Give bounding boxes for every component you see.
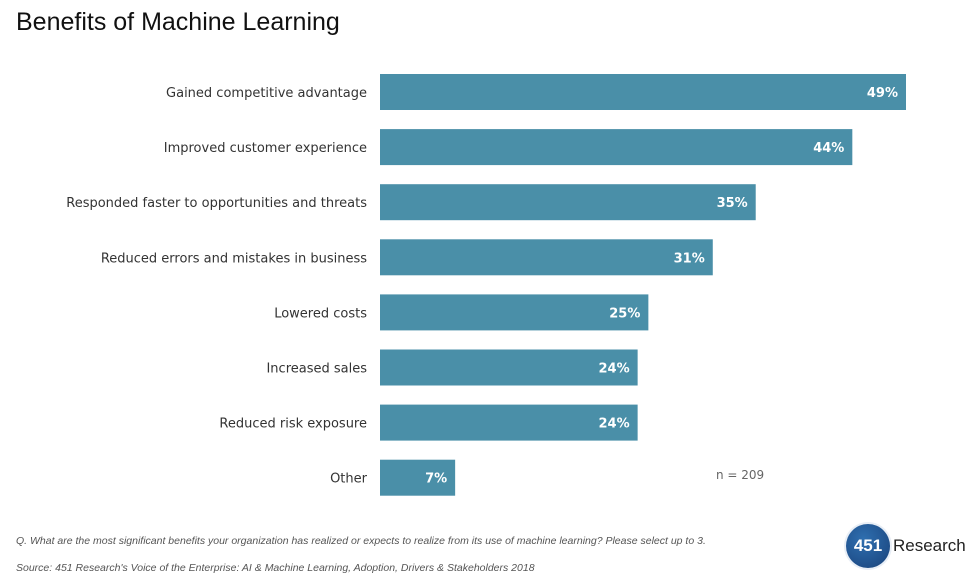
category-label: Improved customer experience [164,141,367,156]
value-label: 24% [599,417,630,432]
value-label: 25% [609,306,640,321]
category-label: Reduced errors and mistakes in business [101,251,367,266]
value-label: 24% [599,362,630,377]
bar [380,184,756,221]
value-label: 49% [867,86,898,101]
bar [380,129,853,166]
category-label: Responded faster to opportunities and th… [66,196,367,211]
category-label: Other [330,472,368,487]
bar [380,74,906,110]
brand-logo: 451 Research [846,524,966,568]
value-label: 44% [813,141,844,156]
value-label: 31% [674,251,705,266]
category-label: Lowered costs [274,306,367,321]
category-label: Reduced risk exposure [219,417,367,432]
bar [380,459,456,496]
survey-question: Q. What are the most significant benefit… [16,535,706,547]
category-label: Gained competitive advantage [166,86,367,101]
chart-title: Benefits of Machine Learning [16,8,340,36]
logo-mark: 451 [846,524,890,568]
bar [380,239,713,276]
value-label: 7% [425,472,447,487]
bar [380,349,638,386]
sample-size-note: n = 209 [716,468,765,482]
category-label: Increased sales [266,362,367,377]
logo-text: Research [893,536,966,555]
source-note: Source: 451 Research's Voice of the Ente… [16,562,535,574]
bar [380,404,638,441]
bar [380,294,649,331]
value-label: 35% [717,196,748,211]
